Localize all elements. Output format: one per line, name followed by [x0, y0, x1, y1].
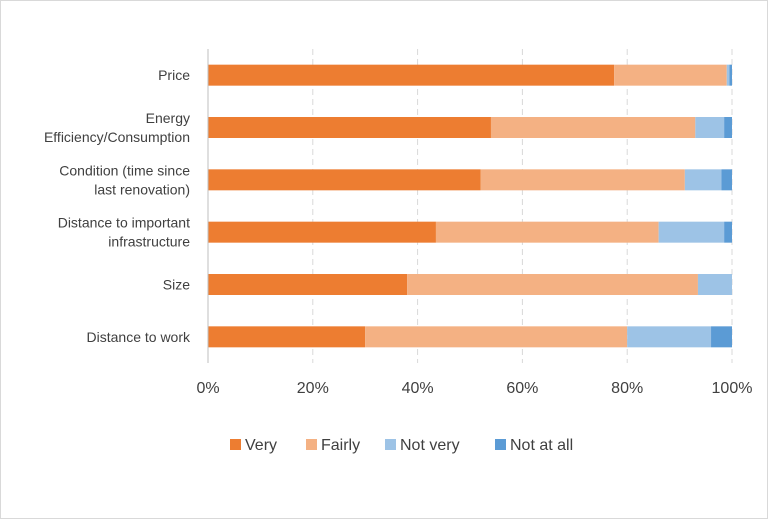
bar-very	[208, 64, 615, 86]
bar-not-very	[627, 326, 712, 348]
category-label: Distance to important	[58, 215, 190, 231]
legend-swatch	[385, 439, 396, 450]
legend-label: Fairly	[321, 437, 360, 454]
category-label: Price	[158, 67, 190, 83]
category-label: Distance to work	[87, 329, 191, 345]
x-tick-label: 40%	[402, 380, 434, 397]
legend: Very Fairly Not very Not at all	[230, 437, 573, 454]
x-tick-labels: 0% 20% 40% 60% 80% 100%	[196, 380, 752, 397]
bar-not-very	[684, 169, 722, 191]
x-tick-label: 60%	[506, 380, 538, 397]
bars	[208, 64, 732, 348]
x-tick-label: 80%	[611, 380, 643, 397]
bar-not-very	[697, 274, 732, 295]
bar-not-at-all	[724, 221, 732, 243]
bar-fairly	[407, 274, 698, 295]
category-label: Energy	[146, 110, 190, 126]
bar-fairly	[435, 221, 659, 243]
category-label: Size	[163, 277, 190, 293]
legend-swatch	[495, 439, 506, 450]
legend-swatch	[306, 439, 317, 450]
bar-fairly	[614, 64, 727, 86]
bar-fairly	[480, 169, 685, 191]
bar-not-at-all	[724, 117, 732, 138]
legend-label: Very	[245, 437, 277, 454]
bar-not-at-all	[721, 169, 732, 191]
bar-very	[208, 274, 408, 295]
x-tick-label: 20%	[297, 380, 329, 397]
bar-not-very	[695, 117, 725, 138]
category-labels: Price Energy Efficiency/Consumption Conditi…	[44, 67, 191, 345]
bar-very	[208, 169, 481, 191]
bar-not-at-all	[729, 64, 732, 86]
bar-not-at-all	[711, 326, 732, 348]
bar-fairly	[490, 117, 696, 138]
category-label: infrastructure	[108, 234, 190, 250]
bar-very	[208, 221, 436, 243]
bar-not-very	[726, 64, 730, 86]
legend-swatch	[230, 439, 241, 450]
gridlines	[312, 49, 733, 363]
category-label: last renovation)	[94, 181, 190, 197]
category-label: Condition (time since	[59, 162, 190, 178]
bar-not-very	[658, 221, 725, 243]
legend-label: Not at all	[510, 437, 573, 454]
bar-fairly	[365, 326, 628, 348]
bar-very	[208, 326, 366, 348]
category-label: Efficiency/Consumption	[44, 129, 190, 145]
x-tick-label: 100%	[712, 380, 753, 397]
x-tick-label: 0%	[196, 380, 219, 397]
legend-label: Not very	[400, 437, 460, 454]
bar-very	[208, 117, 491, 138]
